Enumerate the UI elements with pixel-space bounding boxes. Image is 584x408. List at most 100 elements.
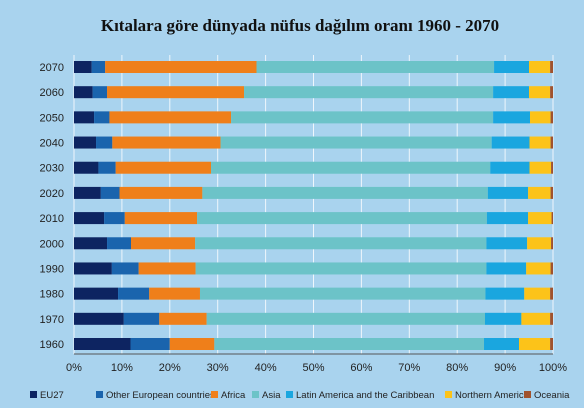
bar-segment [530,111,551,124]
bar-segment [74,136,97,149]
legend-label: EU27 [40,390,64,401]
legend-label: Northern America [455,390,530,401]
bar-segment [551,212,553,225]
bar-segment [74,312,124,325]
bar-segment [138,262,196,275]
legend-swatch [211,391,218,398]
bar-segment [130,338,170,350]
bar-segment [74,61,92,73]
bar-segment [528,212,552,225]
bar-segment [550,86,553,99]
y-tick-label: 1990 [40,263,64,275]
legend-label: Latin America and the Caribbean [296,390,434,401]
bar-segment [100,186,120,199]
legend-swatch [286,391,293,398]
bar-segment [74,237,108,250]
bar-segment [98,161,116,174]
x-tick-label: 90% [494,362,516,374]
bar-segment [231,111,494,124]
bar-segment [119,186,203,199]
bar-segment [529,161,552,174]
bar-segment [112,136,221,149]
bar-segment [74,287,119,300]
bar-segment [518,338,551,350]
bar-segment [214,338,485,350]
bar-segment [493,86,530,99]
x-tick-label: 40% [255,362,277,374]
bar-segment [256,61,495,73]
bar-segment [529,136,551,149]
bar-segment [550,136,553,149]
bar-segment [199,287,486,300]
bar-segment [550,186,553,199]
bar-segment [107,237,132,250]
bar-segment [195,262,487,275]
legend-swatch [96,391,103,398]
bar-segment [551,161,553,174]
y-tick-label: 2070 [40,62,64,74]
x-tick-label: 20% [159,362,181,374]
bar-segment [550,111,553,124]
bar-segment [111,262,139,275]
bar-segment [484,338,519,350]
bar-segment [220,136,492,149]
bar-segment [124,212,198,225]
y-tick-label: 2030 [40,163,64,175]
bar-segment [490,161,530,174]
bar-segment [529,61,551,73]
y-tick-label: 2040 [40,138,64,150]
y-tick-label: 1960 [40,339,64,351]
bar-segment [550,312,553,325]
legend: EU27 Other European countries Africa Asia La… [30,390,570,401]
bar-segment [494,61,530,73]
y-tick-label: 2000 [40,238,64,250]
legend-label: Africa [221,390,246,401]
bar-segment [197,212,487,225]
bar-segment [74,111,95,124]
x-axis: 0% 10% 20% 30% 40% 50% 60% 70% 80% 90% 100% [66,353,567,374]
bar-segment [74,212,105,225]
x-tick-label: 60% [350,362,372,374]
legend-swatch [445,391,452,398]
bar-segment [149,287,200,300]
bar-segment [487,186,529,199]
bar-segment [210,161,491,174]
bar-segment [109,111,232,124]
bar-segment [74,186,101,199]
bar-segment [484,312,522,325]
bar-segment [550,287,553,300]
y-tick-label: 1980 [40,289,64,301]
bar-segment [123,312,160,325]
bar-segment [486,237,528,250]
bar-segment [206,312,485,325]
legend-swatch [524,391,531,398]
bar-segment [74,86,93,99]
bar-segment [118,287,150,300]
x-tick-label: 10% [111,362,133,374]
y-tick-label: 2010 [40,213,64,225]
chart-title: Kıtalara göre dünyada nüfus dağılım oran… [101,16,499,35]
bar-segment [550,262,553,275]
bar-segment [244,86,494,99]
bar-segment [526,262,551,275]
bar-segment [528,186,551,199]
bar-segment [96,136,113,149]
x-tick-label: 0% [66,362,82,374]
x-tick-label: 80% [446,362,468,374]
gridlines [73,55,554,354]
bar-segment [74,161,99,174]
legend-label: Oceania [534,390,570,401]
bar-segment [485,287,525,300]
bar-segment [115,161,211,174]
bar-segment [491,136,530,149]
bar-segment [521,312,551,325]
bar-segment [550,338,553,350]
bar-segment [131,237,196,250]
bar-segment [159,312,207,325]
bar-segment [202,186,488,199]
y-tick-label: 1970 [40,314,64,326]
bar-segment [92,86,108,99]
x-tick-label: 30% [207,362,229,374]
legend-label: Asia [262,390,281,401]
